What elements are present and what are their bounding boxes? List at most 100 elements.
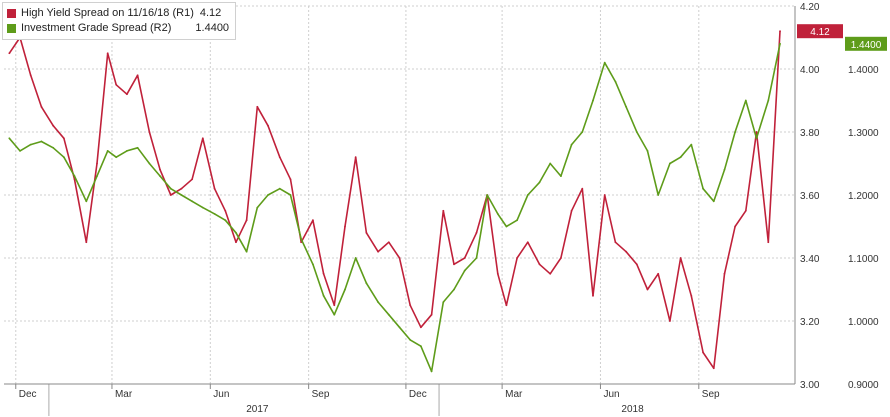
r1-tick-label-5: 4.00	[800, 65, 820, 76]
data-point-investment-grade-41	[453, 288, 455, 291]
series-layer	[8, 30, 781, 373]
data-point-high-yield-47	[516, 257, 518, 259]
data-point-investment-grade-17	[191, 200, 194, 203]
data-point-investment-grade-18	[201, 206, 204, 209]
data-point-investment-grade-3	[40, 140, 43, 143]
data-point-high-yield-16	[180, 187, 183, 190]
data-point-investment-grade-57	[625, 105, 628, 108]
data-point-investment-grade-54	[592, 99, 594, 102]
data-point-high-yield-51	[560, 257, 562, 259]
data-point-high-yield-41	[453, 263, 455, 266]
data-point-high-yield-52	[570, 209, 573, 212]
data-point-high-yield-66	[723, 272, 726, 275]
data-point-high-yield-30	[333, 304, 336, 307]
data-point-high-yield-24	[267, 124, 269, 127]
data-point-high-yield-2	[29, 74, 32, 77]
data-point-high-yield-36	[398, 257, 401, 259]
data-point-investment-grade-67	[734, 131, 737, 133]
data-point-high-yield-21	[235, 241, 237, 244]
data-point-investment-grade-0	[8, 137, 11, 140]
data-point-high-yield-67	[734, 225, 737, 228]
data-point-investment-grade-4	[52, 146, 55, 149]
data-point-high-yield-64	[702, 351, 704, 354]
data-point-high-yield-59	[646, 288, 649, 291]
r2-tick-label-2: 1.1000	[848, 254, 879, 265]
data-point-high-yield-45	[496, 272, 499, 275]
data-point-high-yield-56	[614, 241, 617, 244]
data-point-investment-grade-58	[635, 131, 638, 133]
data-point-investment-grade-39	[430, 370, 433, 373]
x-tick-label-6: Jun	[603, 389, 619, 400]
data-point-investment-grade-20	[224, 219, 227, 222]
data-point-investment-grade-1	[19, 150, 21, 152]
r1-tick-label-1: 3.20	[800, 317, 820, 328]
data-point-high-yield-65	[712, 367, 715, 370]
data-point-investment-grade-36	[398, 326, 401, 329]
data-point-investment-grade-25	[278, 187, 281, 190]
r1-tick-label-6: 4.20	[800, 2, 820, 13]
data-point-high-yield-55	[603, 194, 606, 196]
data-point-investment-grade-64	[702, 187, 704, 190]
data-point-investment-grade-42	[463, 269, 466, 272]
data-point-high-yield-12	[136, 74, 139, 77]
data-point-high-yield-49	[538, 263, 541, 266]
data-point-investment-grade-28	[312, 263, 314, 266]
data-point-high-yield-3	[40, 105, 43, 108]
data-point-high-yield-48	[526, 241, 529, 244]
data-point-high-yield-0	[8, 52, 11, 55]
grid-layer	[4, 5, 795, 385]
data-point-high-yield-34	[377, 250, 380, 253]
x-tick-label-0: Dec	[19, 389, 37, 400]
data-point-investment-grade-16	[180, 194, 183, 196]
data-point-high-yield-32	[354, 156, 357, 159]
r2-tick-label-5: 1.4000	[848, 65, 879, 76]
data-point-investment-grade-11	[126, 150, 128, 152]
data-point-investment-grade-60	[657, 194, 660, 196]
data-point-investment-grade-13	[148, 162, 151, 165]
data-point-investment-grade-40	[442, 301, 445, 303]
data-point-high-yield-28	[312, 219, 314, 222]
legend-swatch-investment-grade	[7, 24, 16, 33]
data-point-high-yield-7	[85, 241, 88, 244]
r1-tick-label-4: 3.80	[800, 128, 820, 139]
data-point-high-yield-8	[96, 162, 98, 165]
data-point-investment-grade-61	[669, 162, 671, 165]
axis-layer: 3.00 3.20 3.40 3.60 3.80 4.00 4.20 0.9000 1.0000…	[4, 2, 887, 416]
legend-label-investment-grade: Investment Grade Spread (R2)	[21, 22, 172, 34]
data-point-investment-grade-19	[213, 213, 216, 215]
year-label-2017: 2017	[246, 404, 269, 415]
data-point-high-yield-42	[463, 257, 466, 259]
data-point-investment-grade-24	[267, 194, 269, 196]
legend-item-investment-grade: Investment Grade Spread (R2) 1.4400	[7, 21, 229, 36]
data-point-high-yield-57	[625, 250, 628, 253]
data-point-investment-grade-59	[646, 150, 649, 152]
data-point-investment-grade-21	[235, 231, 237, 234]
data-point-investment-grade-66	[723, 168, 726, 171]
data-point-investment-grade-53	[581, 131, 584, 133]
legend: High Yield Spread on 11/16/18 (R1) 4.12 …	[2, 2, 237, 40]
data-point-investment-grade-14	[159, 175, 161, 178]
data-point-investment-grade-38	[419, 345, 422, 348]
data-point-high-yield-61	[669, 320, 671, 322]
data-point-investment-grade-71	[779, 42, 781, 45]
x-tick-label-4: Dec	[409, 389, 427, 400]
data-point-high-yield-18	[201, 137, 204, 140]
data-point-investment-grade-5	[62, 156, 65, 159]
legend-label-high-yield: High Yield Spread on 11/16/18 (R1)	[21, 7, 194, 19]
data-point-high-yield-39	[430, 313, 433, 316]
x-tick-label-3: Sep	[312, 389, 330, 400]
data-point-high-yield-70	[767, 241, 770, 244]
x-tick-label-7: Sep	[702, 389, 720, 400]
data-point-high-yield-40	[442, 209, 445, 212]
data-point-high-yield-4	[52, 124, 55, 127]
x-tick-label-1: Mar	[115, 389, 133, 400]
data-point-high-yield-15	[169, 194, 172, 196]
r2-tick-label-1: 1.0000	[848, 317, 879, 328]
data-point-high-yield-63	[690, 294, 693, 297]
data-point-high-yield-38	[419, 326, 422, 329]
data-point-high-yield-33	[365, 231, 368, 234]
data-point-investment-grade-10	[115, 156, 118, 159]
x-tick-label-5: Mar	[505, 389, 523, 400]
x-tick-label-2: Jun	[213, 389, 229, 400]
data-point-high-yield-13	[148, 131, 151, 133]
